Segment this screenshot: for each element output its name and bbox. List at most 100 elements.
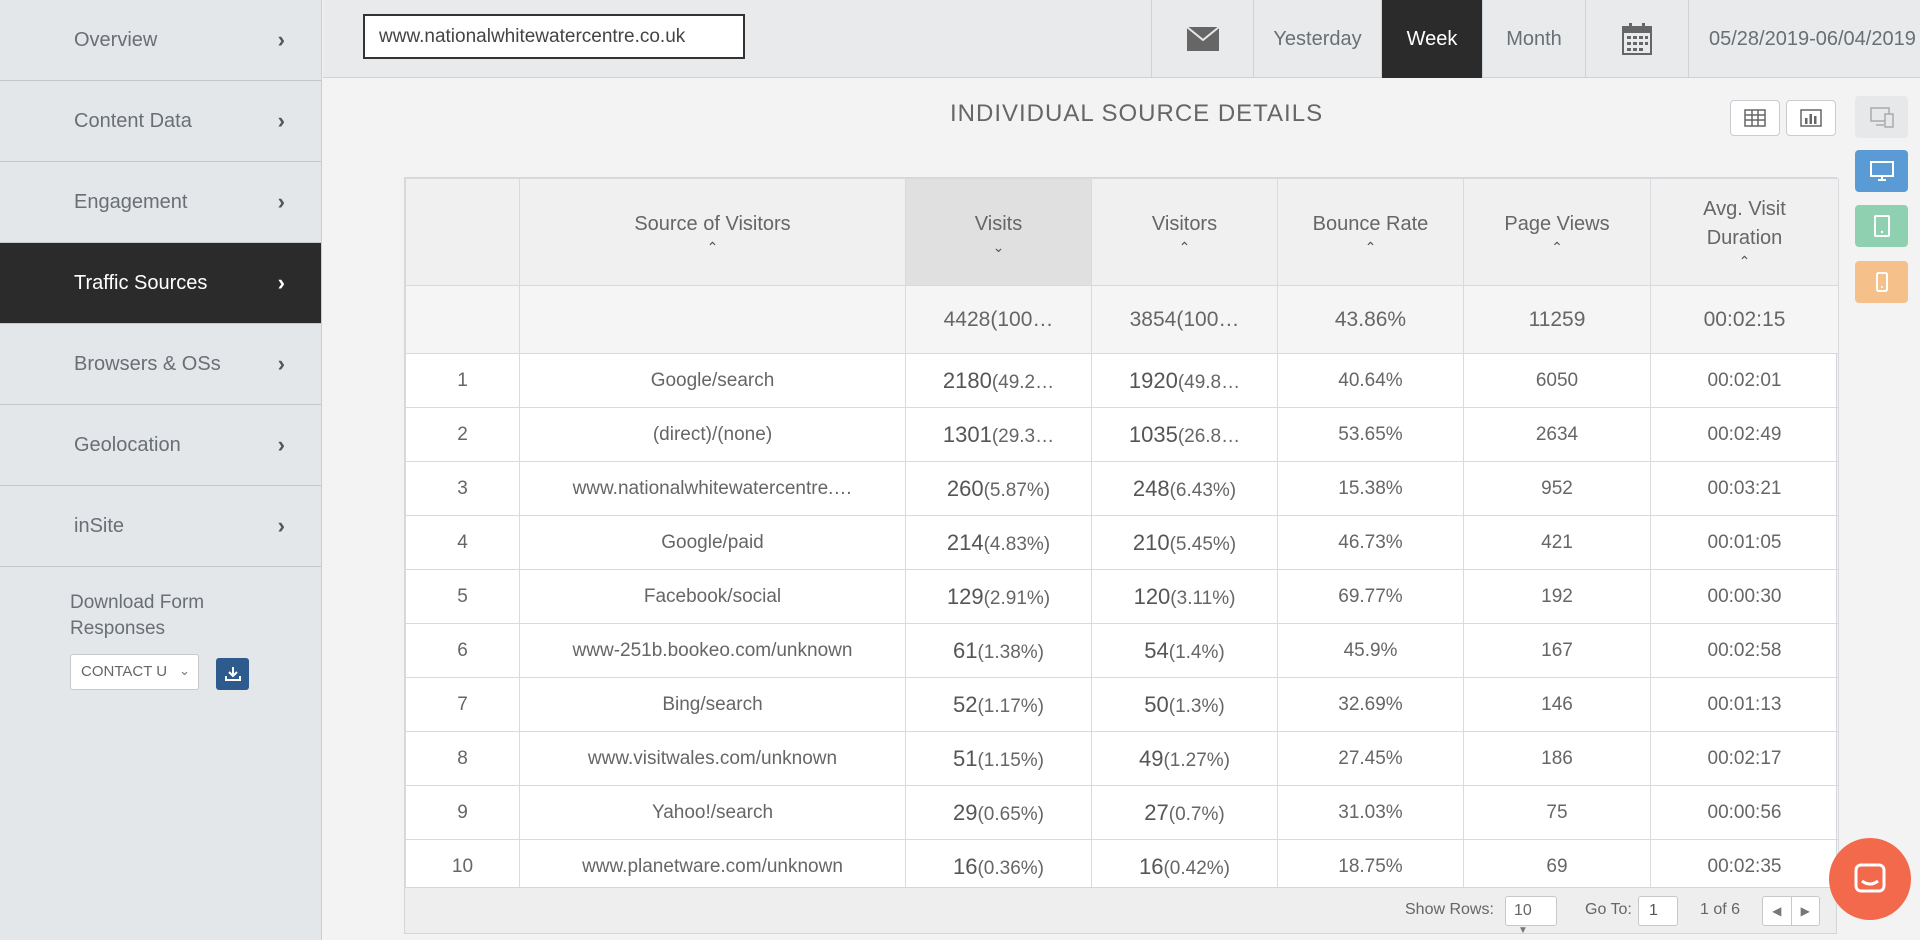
form-select[interactable]: CONTACT U ⌄ <box>70 654 199 690</box>
row-pageviews: 167 <box>1463 623 1651 678</box>
table-row[interactable]: 3 www.nationalwhitewatercentre.… 260(5.87%… <box>405 461 1839 516</box>
row-source[interactable]: www.nationalwhitewatercentre.… <box>519 461 906 516</box>
mobile-filter-button[interactable] <box>1855 261 1908 303</box>
row-visitors: 54(1.4%) <box>1091 623 1278 678</box>
row-source[interactable]: Bing/search <box>519 677 906 732</box>
row-rank: 7 <box>405 677 520 732</box>
header-visitors[interactable]: Visitors ⌃ <box>1091 178 1278 286</box>
row-visits-pct: (5.87%) <box>983 479 1051 501</box>
row-source[interactable]: Google/search <box>519 353 906 408</box>
row-duration: 00:02:58 <box>1650 623 1839 678</box>
sidebar-item-overview[interactable]: Overview › <box>0 0 321 81</box>
row-source[interactable]: (direct)/(none) <box>519 407 906 462</box>
table-row[interactable]: 10 www.planetware.com/unknown 16(0.36%) 16(… <box>405 839 1839 894</box>
row-visitors-pct: (1.27%) <box>1163 749 1230 771</box>
table-footer: Show Rows: 10 ▼ Go To: 1 of 6 ◀ ▶ <box>405 887 1836 936</box>
row-visits: 61(1.38%) <box>905 623 1092 678</box>
totals-duration: 00:02:15 <box>1650 285 1839 354</box>
date-range[interactable]: 05/28/2019-06/04/2019 <box>1688 0 1920 78</box>
row-visitors-pct: (26.8… <box>1177 425 1241 447</box>
chat-icon <box>1854 863 1886 893</box>
next-page-icon[interactable]: ▶ <box>1790 897 1820 925</box>
desktop-filter-button[interactable] <box>1855 150 1908 192</box>
row-visits: 2180(49.2… <box>905 353 1092 408</box>
chevron-up-icon: ⌃ <box>1364 238 1377 255</box>
sidebar-item-label: Overview <box>74 28 158 51</box>
row-source[interactable]: Google/paid <box>519 515 906 570</box>
header-avg-visit-duration[interactable]: Avg. Visit Duration ⌃ <box>1650 178 1839 286</box>
sidebar-item-geolocation[interactable]: Geolocation › <box>0 405 321 486</box>
header-bounce-rate[interactable]: Bounce Rate ⌃ <box>1277 178 1464 286</box>
row-visits-pct: (2.91%) <box>983 587 1051 609</box>
row-visitors-value: 210 <box>1132 529 1170 555</box>
header-duration-label-1: Avg. Visit <box>1703 198 1786 220</box>
row-visitors: 210(5.45%) <box>1091 515 1278 570</box>
row-visitors-value: 50 <box>1144 691 1169 717</box>
table-view-button[interactable] <box>1730 100 1780 136</box>
row-source[interactable]: Yahoo!/search <box>519 785 906 840</box>
goto-label: Go To: <box>1585 901 1632 918</box>
sidebar-item-insite[interactable]: inSite › <box>0 486 321 567</box>
row-source[interactable]: www.planetware.com/unknown <box>519 839 906 894</box>
header-page-views[interactable]: Page Views ⌃ <box>1463 178 1651 286</box>
header-visits[interactable]: Visits ⌄ <box>905 178 1092 286</box>
row-visits: 260(5.87%) <box>905 461 1092 516</box>
row-bounce: 32.69% <box>1277 677 1464 732</box>
row-rank: 3 <box>405 461 520 516</box>
page-info: 1 of 6 <box>1700 901 1741 918</box>
table-row[interactable]: 6 www-251b.bookeo.com/unknown 61(1.38%) 54(… <box>405 623 1839 678</box>
row-visits-pct: (0.65%) <box>977 803 1044 825</box>
row-visitors: 49(1.27%) <box>1091 731 1278 786</box>
sidebar-item-content-data[interactable]: Content Data › <box>0 81 321 162</box>
row-duration: 00:01:13 <box>1650 677 1839 732</box>
tablet-filter-button[interactable] <box>1855 205 1908 247</box>
site-url-input[interactable] <box>363 14 745 59</box>
row-visits-pct: (4.83%) <box>983 533 1051 555</box>
sidebar-item-traffic-sources[interactable]: Traffic Sources › <box>0 243 321 324</box>
table-row[interactable]: 2 (direct)/(none) 1301(29.3… 1035(26.8… 53.6… <box>405 407 1839 462</box>
period-yesterday[interactable]: Yesterday <box>1253 0 1381 78</box>
row-rank: 9 <box>405 785 520 840</box>
all-devices-button[interactable] <box>1855 96 1908 138</box>
calendar-icon <box>1622 23 1652 55</box>
bar-chart-icon <box>1800 109 1822 127</box>
row-visits-pct: (1.15%) <box>977 749 1044 771</box>
row-pageviews: 192 <box>1463 569 1651 624</box>
chart-view-button[interactable] <box>1786 100 1836 136</box>
table-row[interactable]: 5 Facebook/social 129(2.91%) 120(3.11%) 69.7… <box>405 569 1839 624</box>
row-visits-value: 2180 <box>942 367 992 393</box>
chevron-right-icon: › <box>277 513 285 538</box>
row-duration: 00:00:56 <box>1650 785 1839 840</box>
table-row[interactable]: 8 www.visitwales.com/unknown 51(1.15%) 49(1… <box>405 731 1839 786</box>
period-month[interactable]: Month <box>1482 0 1585 78</box>
sidebar-item-engagement[interactable]: Engagement › <box>0 162 321 243</box>
table-row[interactable]: 1 Google/search 2180(49.2… 1920(49.8… 40.64%… <box>405 353 1839 408</box>
prev-page-icon[interactable]: ◀ <box>1772 904 1782 918</box>
table-row[interactable]: 9 Yahoo!/search 29(0.65%) 27(0.7%) 31.03% 75 0… <box>405 785 1839 840</box>
calendar-button[interactable] <box>1585 0 1688 78</box>
header-source[interactable]: Source of Visitors ⌃ <box>519 178 906 286</box>
row-visits-value: 51 <box>952 745 978 771</box>
row-visitors: 1035(26.8… <box>1091 407 1278 462</box>
row-visits-value: 61 <box>952 637 978 663</box>
row-source[interactable]: www-251b.bookeo.com/unknown <box>519 623 906 678</box>
row-visitors-value: 16 <box>1138 853 1164 879</box>
row-bounce: 31.03% <box>1277 785 1464 840</box>
goto-page-input[interactable] <box>1638 896 1678 926</box>
header-visitors-label: Visitors <box>1151 212 1218 235</box>
table-row[interactable]: 7 Bing/search 52(1.17%) 50(1.3%) 32.69% 146 00… <box>405 677 1839 732</box>
table-row[interactable]: 4 Google/paid 214(4.83%) 210(5.45%) 46.73% 42… <box>405 515 1839 570</box>
row-source[interactable]: Facebook/social <box>519 569 906 624</box>
row-visitors-value: 27 <box>1144 799 1169 825</box>
download-button[interactable] <box>216 658 249 690</box>
chat-launcher[interactable] <box>1829 838 1911 920</box>
sidebar-item-browsers-oss[interactable]: Browsers & OSs › <box>0 324 321 405</box>
chevron-up-icon: ⌃ <box>706 238 719 255</box>
row-duration: 00:00:30 <box>1650 569 1839 624</box>
period-week[interactable]: Week <box>1381 0 1482 78</box>
show-rows-select[interactable]: 10 ▼ <box>1505 896 1557 936</box>
row-source[interactable]: www.visitwales.com/unknown <box>519 731 906 786</box>
form-select-value: CONTACT U <box>81 663 168 680</box>
email-button[interactable] <box>1151 0 1253 78</box>
row-duration: 00:02:35 <box>1650 839 1839 894</box>
